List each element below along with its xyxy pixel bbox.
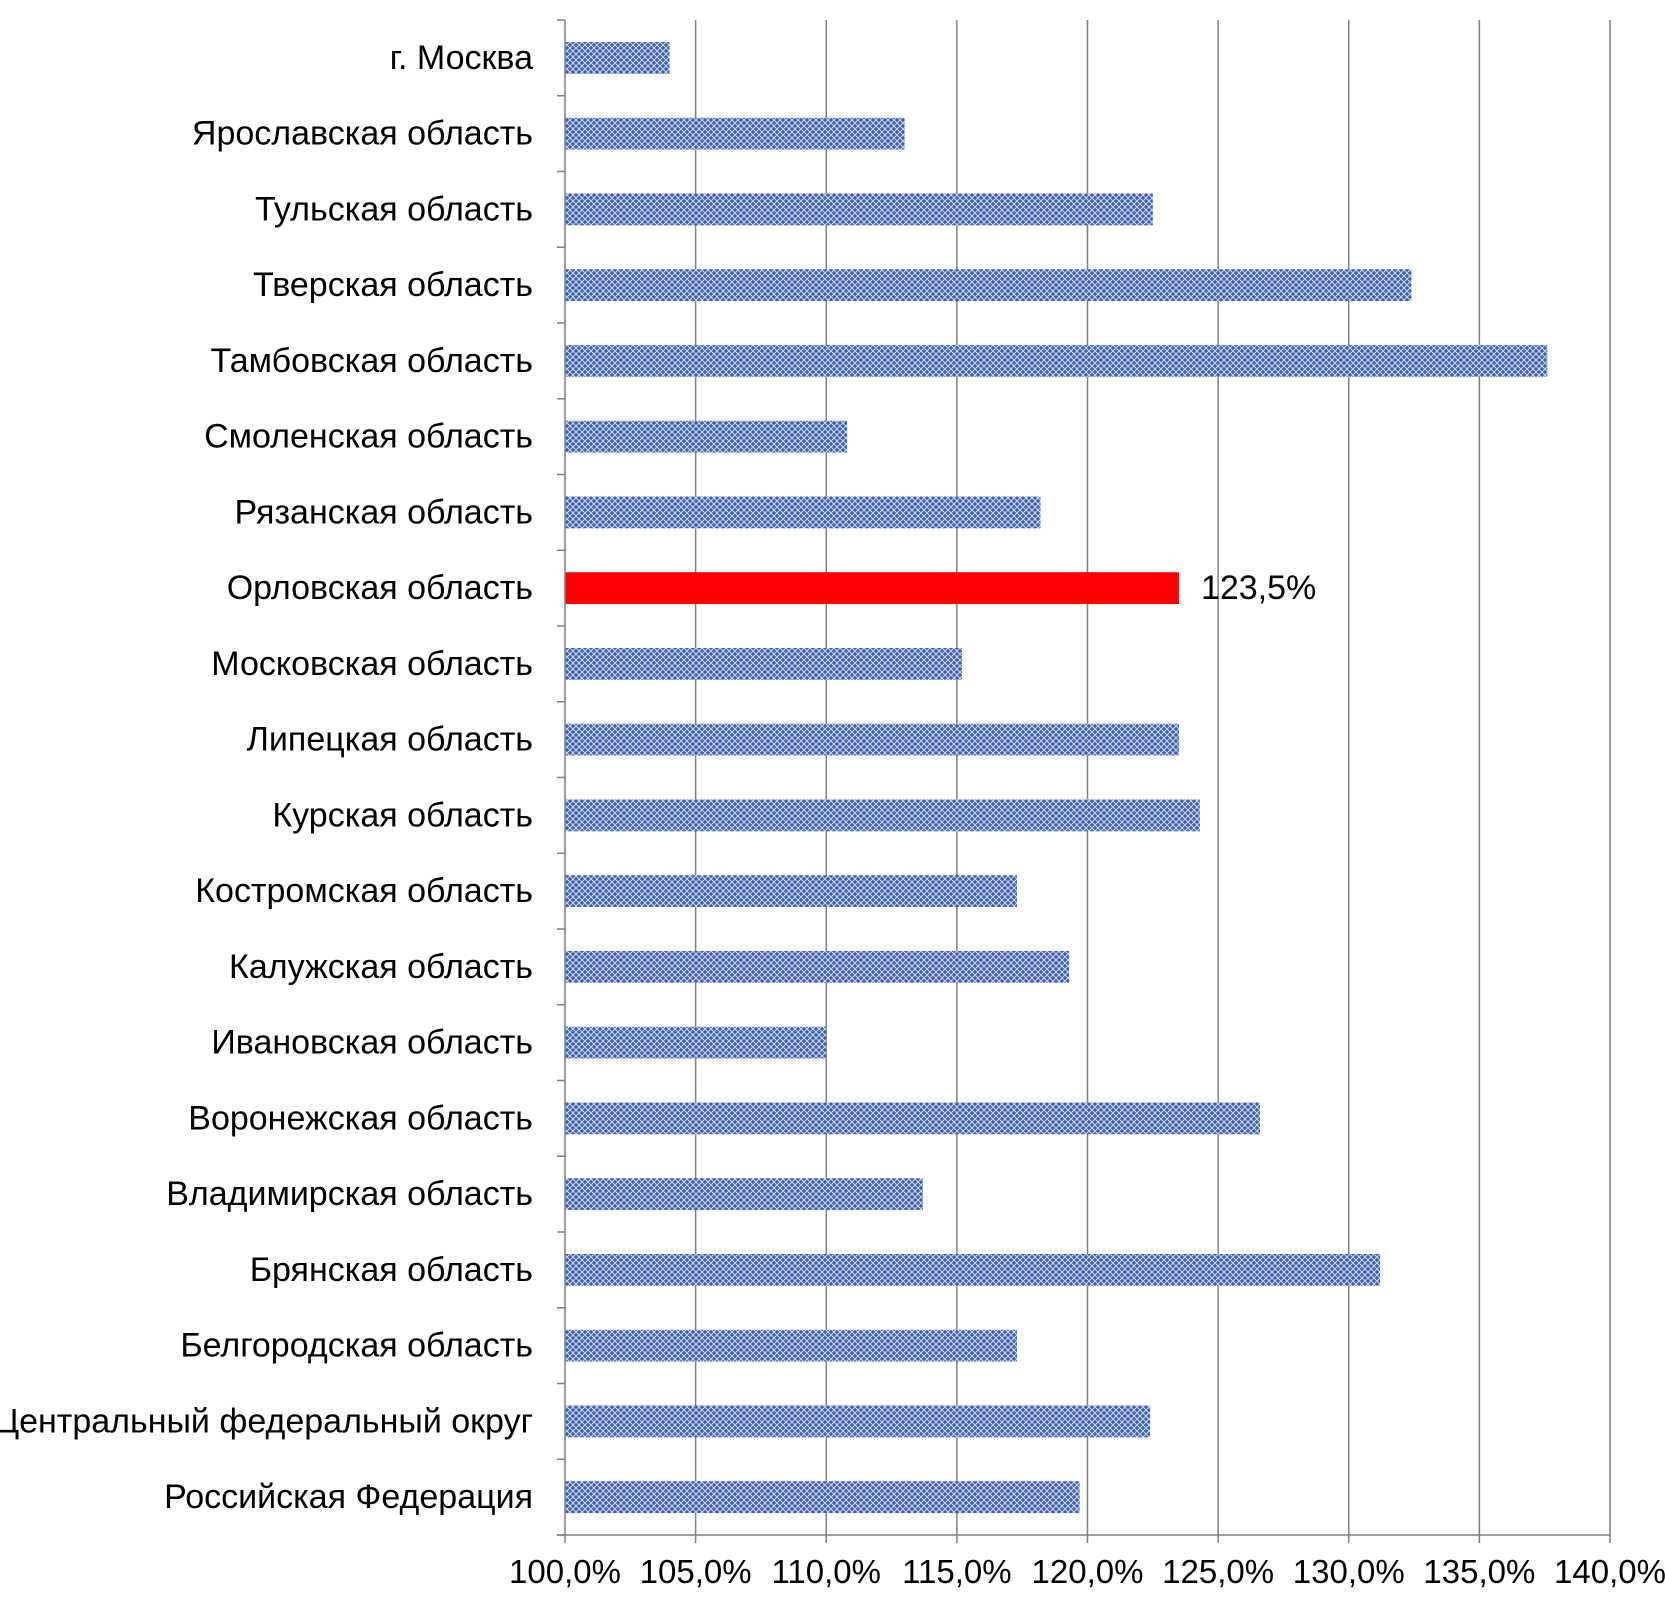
bar	[565, 1329, 1017, 1362]
data-label: 123,5%	[1201, 569, 1316, 607]
category-label: Тверская область	[253, 266, 533, 304]
bar-highlighted	[565, 572, 1179, 605]
category-label: Курская область	[272, 796, 533, 834]
data-labels: 123,5%	[1201, 569, 1316, 607]
category-labels: г. Москва Ярославская область Тульская обл…	[0, 39, 533, 1516]
bar	[565, 496, 1041, 529]
category-label: Центральный федеральный округ	[0, 1402, 533, 1440]
x-tick-label: 140,0%	[1554, 1553, 1665, 1590]
category-label: Смоленская область	[204, 418, 533, 456]
bar	[565, 193, 1153, 226]
bar	[565, 41, 670, 74]
x-tick-labels: 100,0% 105,0% 110,0% 115,0% 120,0% 125,0% 130,…	[509, 1553, 1665, 1590]
category-label: Рязанская область	[234, 493, 533, 531]
bar	[565, 875, 1017, 908]
bar	[565, 269, 1412, 302]
x-tick-label: 125,0%	[1162, 1553, 1274, 1590]
category-label: Российская Федерация	[164, 1478, 533, 1516]
bar	[565, 723, 1179, 756]
x-tick-label: 115,0%	[902, 1553, 1011, 1590]
x-tick-label: 120,0%	[1032, 1553, 1144, 1590]
category-label: Тамбовская область	[211, 342, 534, 380]
bar	[565, 1253, 1381, 1286]
category-label: Воронежская область	[188, 1099, 533, 1137]
category-label: Ивановская область	[211, 1024, 533, 1062]
category-label: Брянская область	[250, 1251, 533, 1289]
bars	[565, 41, 1548, 1514]
category-label: Белгородская область	[180, 1327, 533, 1365]
category-label: Орловская область	[227, 569, 533, 607]
category-label: Ярославская область	[192, 115, 533, 153]
bar	[565, 647, 963, 680]
x-tick-label: 105,0%	[640, 1553, 752, 1590]
bar	[565, 117, 905, 150]
x-tick-label: 110,0%	[772, 1553, 881, 1590]
x-tick-label: 100,0%	[509, 1553, 621, 1590]
gridlines	[694, 20, 1611, 1535]
category-label: Костромская область	[195, 872, 533, 910]
bar	[565, 344, 1548, 377]
category-label: Московская область	[211, 645, 533, 683]
bar	[565, 799, 1200, 832]
bar	[565, 420, 848, 453]
bar	[565, 950, 1070, 983]
x-tick-label: 130,0%	[1293, 1553, 1405, 1590]
bar	[565, 1026, 827, 1059]
category-label: г. Москва	[390, 39, 533, 77]
category-label: Калужская область	[229, 948, 533, 986]
category-label: Липецкая область	[247, 721, 533, 759]
axes	[557, 19, 1611, 1543]
bar	[565, 1178, 923, 1211]
bar	[565, 1102, 1260, 1135]
x-tick-label: 135,0%	[1423, 1553, 1535, 1590]
bar	[565, 1481, 1080, 1514]
bar	[565, 1405, 1151, 1438]
category-label: Тульская область	[255, 190, 533, 228]
category-label: Владимирская область	[166, 1175, 533, 1213]
